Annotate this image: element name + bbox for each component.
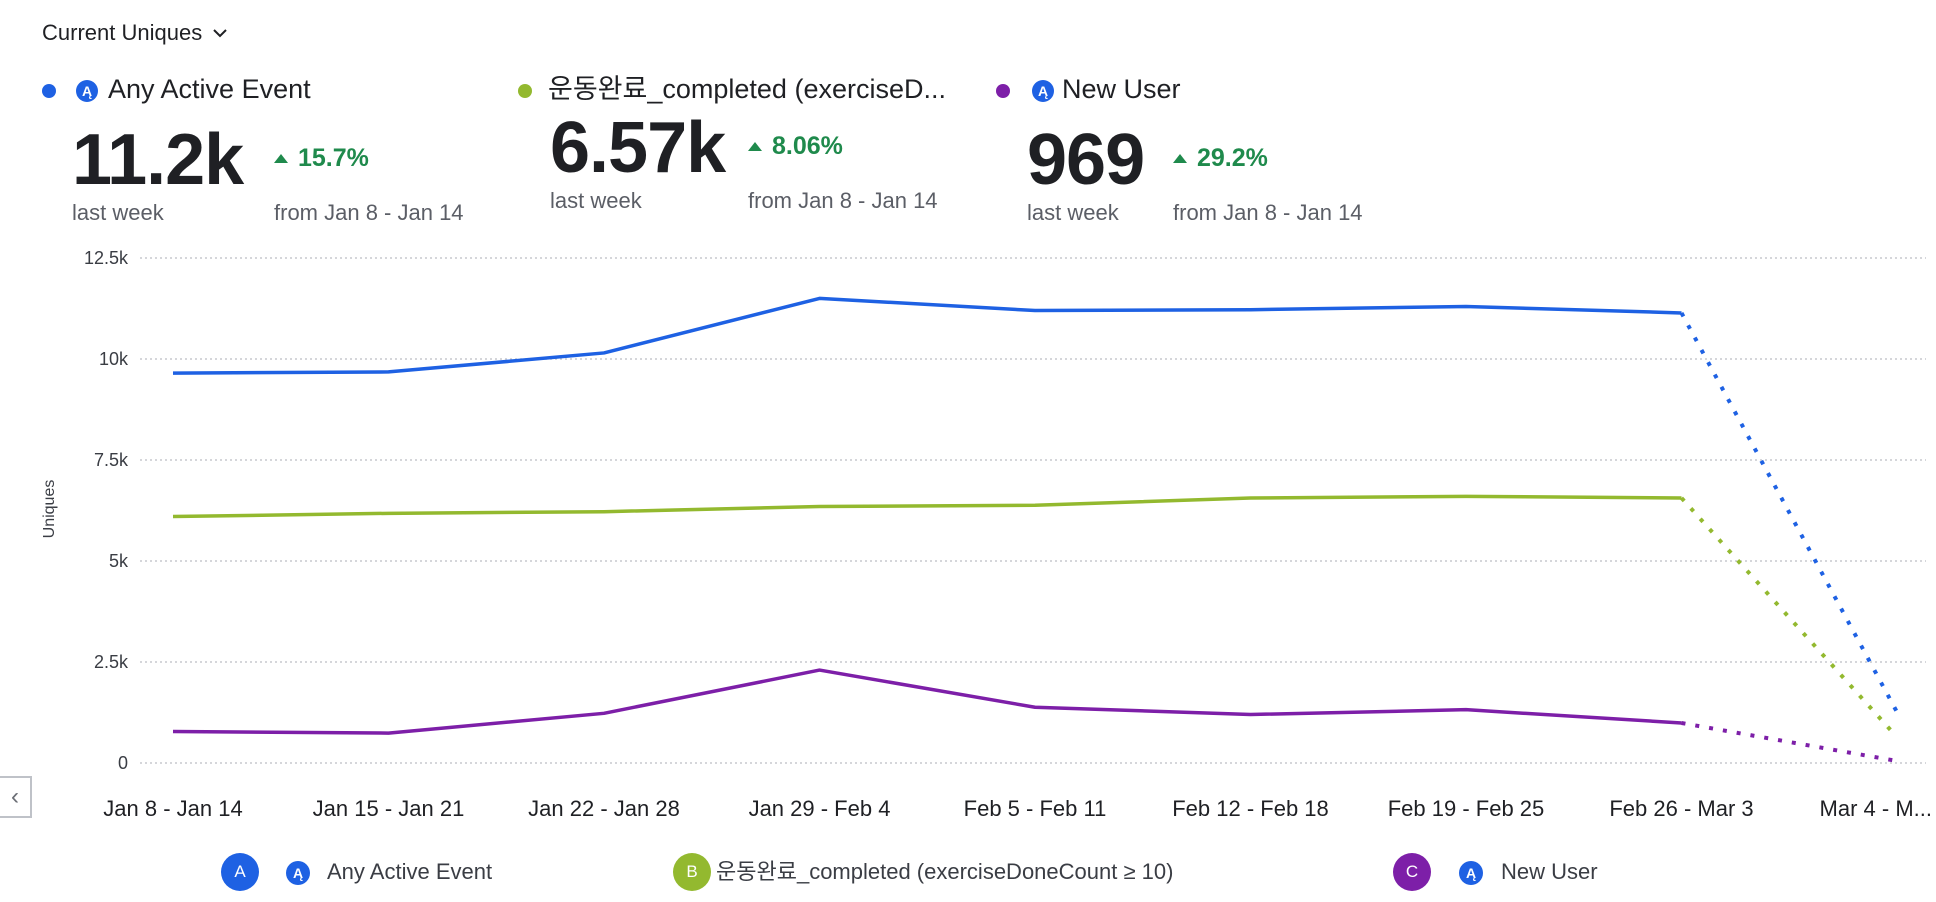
amplitude-icon: Ą — [76, 80, 98, 102]
data-point-C[interactable] — [1029, 701, 1041, 713]
y-tick-label: 5k — [108, 551, 128, 571]
series-title: Any Active Event — [108, 74, 311, 104]
chevron-left-icon: ‹ — [11, 783, 19, 810]
series-color-dot — [996, 84, 1010, 98]
metric-value-caption: last week — [72, 200, 164, 225]
x-tick-label: Feb 12 - Feb 18 — [1172, 796, 1329, 821]
x-tick-label: Feb 19 - Feb 25 — [1387, 796, 1545, 821]
trend-up-icon — [748, 142, 762, 151]
change-badge: 8.06% — [748, 132, 843, 161]
change-caption: from Jan 8 - Jan 14 — [274, 200, 464, 225]
y-tick-label: 7.5k — [93, 450, 128, 470]
trend-up-icon — [1173, 154, 1187, 163]
legend-label: 운동완료_completed (exerciseDoneCount ≥ 10) — [716, 859, 1174, 884]
y-tick-label: 0 — [117, 753, 128, 773]
metric-value: 6.57k — [550, 108, 726, 188]
change-caption: from Jan 8 - Jan 14 — [1173, 200, 1363, 225]
series-line-B — [172, 494, 1682, 519]
y-axis-label: Uniques — [41, 479, 58, 539]
data-point-B[interactable] — [1676, 492, 1688, 504]
data-point-A[interactable] — [598, 347, 610, 359]
amplitude-icon: Ą — [1459, 861, 1483, 885]
data-point-A[interactable] — [1460, 300, 1472, 312]
chevron-down-icon — [213, 29, 227, 38]
data-point-C[interactable] — [814, 664, 826, 676]
data-point-B[interactable] — [1245, 492, 1257, 504]
x-tick-label: Jan 29 - Feb 4 — [748, 796, 891, 821]
y-tick-label: 10k — [98, 349, 128, 369]
change-value: 8.06% — [772, 132, 843, 160]
x-tick-label: Feb 26 - Mar 3 — [1609, 796, 1754, 821]
data-point-B[interactable] — [1460, 490, 1472, 502]
metric-value: 11.2k — [72, 120, 244, 200]
x-tick-label: Jan 15 - Jan 21 — [312, 796, 465, 821]
data-point-B[interactable] — [814, 500, 826, 512]
data-point-C[interactable] — [598, 707, 610, 719]
trend-up-icon — [274, 154, 288, 163]
data-point-C[interactable] — [383, 727, 395, 739]
x-tick-label: Mar 4 - M... — [1819, 796, 1932, 821]
series-incomplete-segment-B — [1680, 496, 1899, 739]
data-point-A[interactable] — [1029, 305, 1041, 317]
series-title: New User — [1062, 74, 1181, 104]
y-tick-label: 12.5k — [83, 248, 128, 268]
data-point-A[interactable] — [167, 367, 179, 379]
change-badge: 15.7% — [274, 144, 369, 173]
data-point-A[interactable] — [1891, 706, 1903, 718]
data-point-A[interactable] — [1245, 304, 1257, 316]
series-incomplete-segment-A — [1679, 311, 1899, 714]
x-tick-label: Feb 5 - Feb 11 — [963, 796, 1107, 821]
data-point-C[interactable] — [1891, 755, 1903, 767]
series-badge: B — [673, 853, 711, 891]
data-point-B[interactable] — [1029, 499, 1041, 511]
series-incomplete-segment-C — [1681, 721, 1898, 763]
series-color-dot — [518, 84, 532, 98]
change-value: 15.7% — [298, 144, 369, 172]
legend-label: Any Active Event — [327, 859, 493, 884]
data-point-A[interactable] — [383, 366, 395, 378]
series-title: 운동완료_completed (exerciseD... — [548, 74, 946, 104]
series-color-dot — [42, 84, 56, 98]
series-line-A — [172, 296, 1682, 375]
change-value: 29.2% — [1197, 144, 1268, 172]
legend-label: New User — [1501, 859, 1598, 884]
x-tick-label: Jan 8 - Jan 14 — [103, 796, 243, 821]
change-caption: from Jan 8 - Jan 14 — [748, 188, 938, 213]
data-point-B[interactable] — [598, 506, 610, 518]
metric-value-caption: last week — [550, 188, 642, 213]
y-tick-label: 2.5k — [93, 652, 128, 672]
series-badge: A — [221, 853, 259, 891]
series-line-C — [172, 668, 1682, 735]
data-point-C[interactable] — [1245, 709, 1257, 721]
metric-selector[interactable]: Current Uniques — [42, 20, 228, 46]
data-point-C[interactable] — [1676, 717, 1688, 729]
data-point-A[interactable] — [1676, 307, 1688, 319]
data-point-B[interactable] — [383, 507, 395, 519]
metric-selector-label: Current Uniques — [42, 20, 203, 45]
data-point-A[interactable] — [814, 292, 826, 304]
x-tick-label: Jan 22 - Jan 28 — [528, 796, 680, 821]
amplitude-icon: Ą — [286, 861, 310, 885]
amplitude-icon: Ą — [1032, 80, 1054, 102]
metric-value: 969 — [1027, 120, 1145, 200]
data-point-C[interactable] — [1460, 704, 1472, 716]
prev-button[interactable]: ‹ — [0, 776, 32, 818]
change-badge: 29.2% — [1173, 144, 1268, 173]
metric-value-caption: last week — [1027, 200, 1119, 225]
series-badge: C — [1393, 853, 1431, 891]
data-point-B[interactable] — [167, 511, 179, 523]
data-point-B[interactable] — [1891, 731, 1903, 743]
data-point-C[interactable] — [167, 725, 179, 737]
